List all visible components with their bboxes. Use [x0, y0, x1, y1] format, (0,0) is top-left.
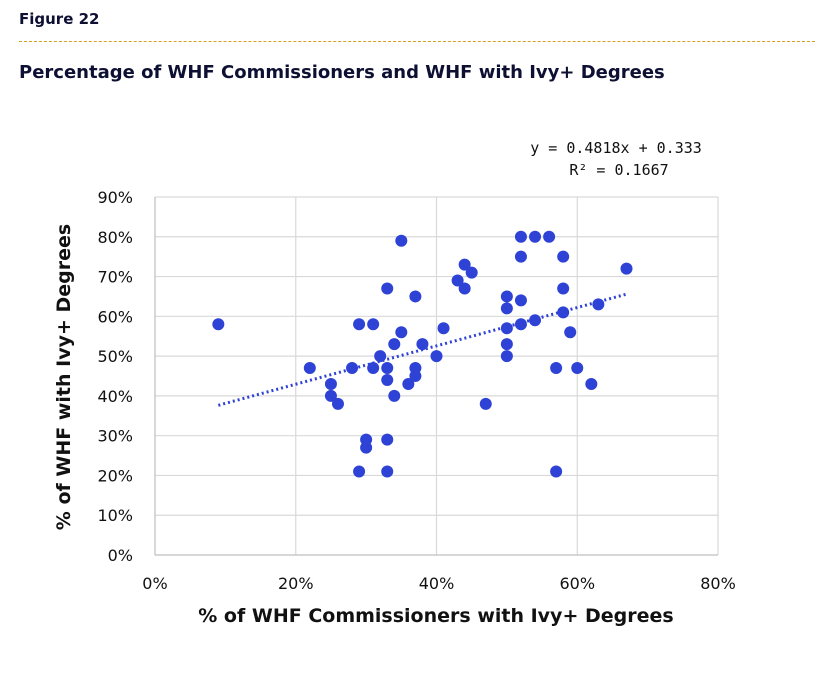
data-point [402, 377, 415, 390]
y-tick-label: 60% [97, 307, 133, 326]
y-tick-label: 90% [97, 188, 133, 207]
trendline-equation: y = 0.4818x + 0.333 [530, 139, 702, 157]
y-tick-label: 10% [97, 506, 133, 525]
data-point [353, 465, 366, 478]
y-tick-label: 30% [97, 427, 133, 446]
x-axis-label: % of WHF Commissioners with Ivy+ Degrees [198, 605, 673, 627]
x-tick-label: 60% [559, 574, 595, 593]
data-point [409, 290, 422, 303]
y-tick-label: 80% [97, 228, 133, 247]
data-point [381, 465, 394, 478]
x-tick-label: 80% [700, 574, 736, 593]
x-tick-label: 40% [419, 574, 455, 593]
data-point [514, 250, 527, 263]
data-point [529, 230, 542, 243]
data-point [324, 389, 337, 402]
data-point [557, 282, 570, 295]
data-point [381, 373, 394, 386]
data-point [367, 318, 380, 331]
data-point [543, 230, 556, 243]
y-axis-label: % of WHF with Ivy+ Degrees [53, 224, 75, 530]
data-point [374, 350, 387, 363]
data-point [514, 230, 527, 243]
data-point [451, 274, 464, 287]
data-point [430, 350, 443, 363]
y-tick-label: 40% [97, 387, 133, 406]
y-tick-label: 70% [97, 268, 133, 287]
trendline-r2: R² = 0.1667 [569, 161, 668, 179]
data-points [212, 230, 633, 478]
data-point [557, 250, 570, 263]
data-point [550, 465, 563, 478]
data-point [381, 362, 394, 375]
data-point [557, 306, 570, 319]
data-point [388, 338, 401, 351]
data-point [437, 322, 450, 335]
data-point [324, 377, 337, 390]
data-point [571, 362, 584, 375]
tick-labels: 0% 10% 20% 30% 40% 50% 60% 70% 80% 90% 0% 20% 40% 60%… [97, 188, 735, 593]
data-point [514, 318, 527, 331]
data-point [564, 326, 577, 339]
data-point [381, 282, 394, 295]
data-point [212, 318, 225, 331]
data-point [367, 362, 380, 375]
data-point [500, 350, 513, 363]
data-point [550, 362, 563, 375]
data-point [353, 318, 366, 331]
data-point [360, 441, 373, 454]
data-point [458, 282, 471, 295]
figure-label: Figure 22 [19, 10, 100, 28]
data-point [346, 362, 359, 375]
data-point [395, 326, 408, 339]
data-point [409, 370, 422, 382]
data-point [458, 258, 471, 271]
data-point [500, 302, 513, 315]
data-point [500, 290, 513, 303]
axes [154, 197, 718, 556]
y-tick-label: 50% [97, 347, 133, 366]
data-point [479, 397, 492, 410]
y-tick-label: 0% [108, 546, 133, 565]
header-divider [19, 41, 815, 42]
data-point [514, 294, 527, 307]
data-point [465, 266, 478, 279]
data-point [388, 389, 401, 402]
data-point [620, 262, 633, 275]
data-point [585, 377, 598, 390]
data-point [529, 314, 542, 327]
data-point [416, 338, 429, 351]
y-tick-label: 20% [97, 466, 133, 485]
data-point [331, 397, 344, 410]
x-tick-label: 0% [142, 574, 167, 593]
data-point [381, 433, 394, 446]
data-point [500, 338, 513, 351]
gridlines [155, 196, 719, 555]
data-point [303, 362, 316, 375]
data-point [592, 298, 605, 311]
x-tick-label: 20% [278, 574, 314, 593]
page-title: Percentage of WHF Commissioners and WHF … [19, 62, 665, 83]
data-point [395, 234, 408, 247]
data-point [500, 322, 513, 335]
